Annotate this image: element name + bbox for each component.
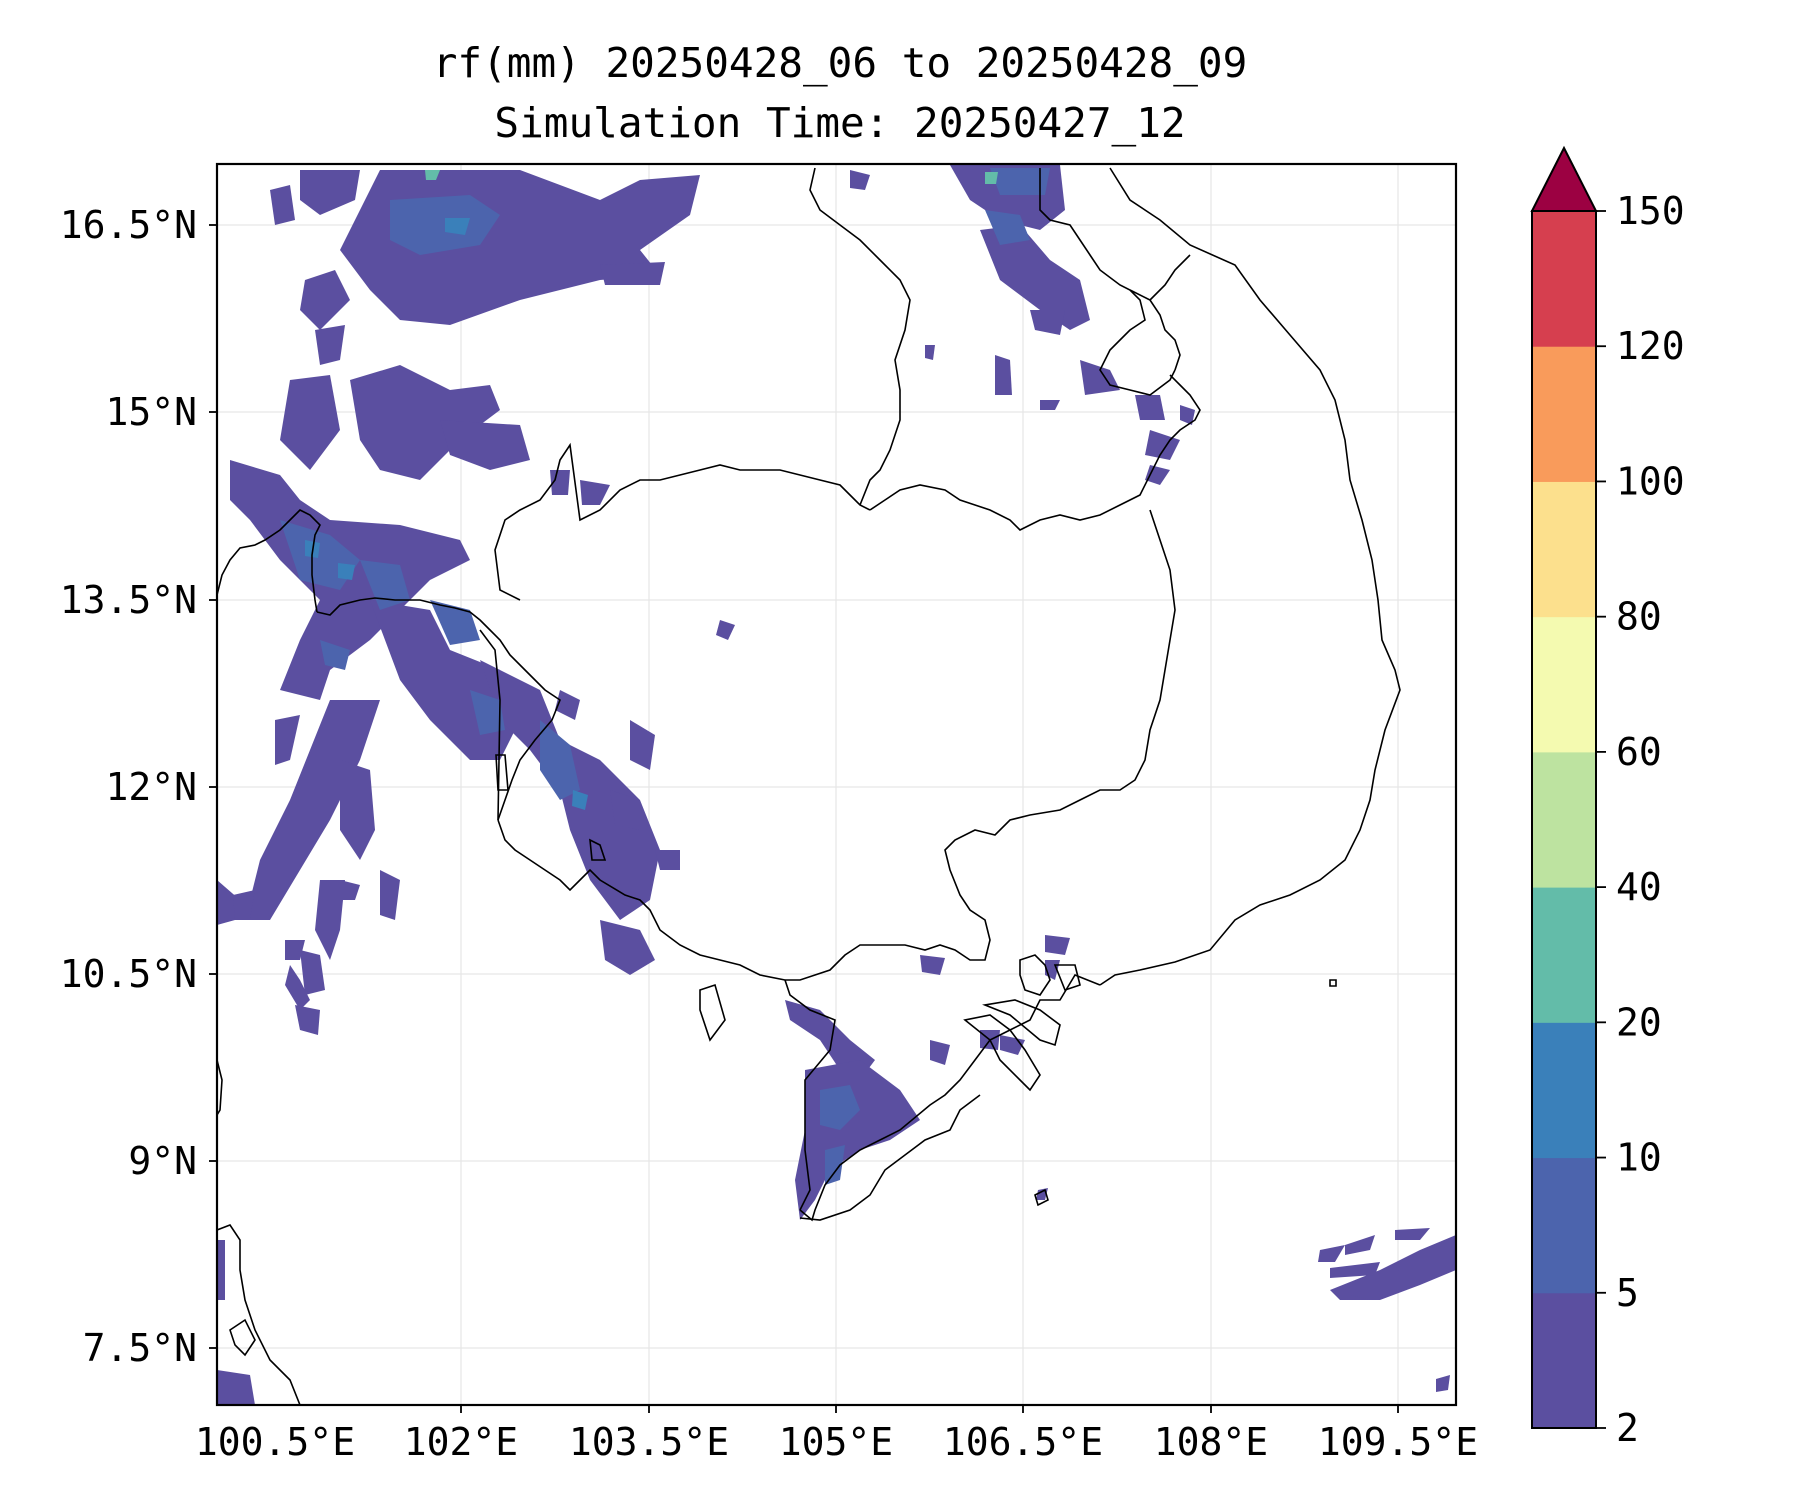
axis-ticks	[209, 224, 1399, 1413]
colorbar-bin	[1532, 211, 1596, 347]
colorbar: 2 5 10 20 40 60 80 100 120 150	[1530, 145, 1685, 1450]
colorbar-bin	[1532, 1157, 1596, 1294]
colorbar-bin	[1532, 616, 1596, 753]
lat-tick-label: 10.5°N	[60, 952, 197, 996]
colorbar-bin	[1532, 1022, 1596, 1159]
lon-tick-label: 105°E	[779, 1420, 893, 1464]
longitude-labels: 100.5°E 102°E 103.5°E 105°E 106.5°E 108°…	[195, 1420, 1478, 1464]
latitude-labels: 16.5°N 15°N 13.5°N 12°N 10.5°N 9°N 7.5°N	[60, 203, 197, 1370]
colorbar-bin	[1532, 346, 1596, 482]
lat-tick-label: 7.5°N	[83, 1326, 197, 1370]
lat-tick-label: 9°N	[128, 1139, 197, 1183]
colorbar-bin	[1532, 481, 1596, 618]
gridlines	[217, 164, 1456, 1405]
lon-tick-label: 103.5°E	[569, 1420, 729, 1464]
lat-tick-label: 15°N	[105, 390, 197, 434]
colorbar-bin	[1532, 1292, 1596, 1429]
colorbar-extend-arrow	[1530, 145, 1598, 212]
colorbar-bin	[1532, 751, 1596, 888]
colorbar-tick-label: 100	[1616, 459, 1685, 503]
colorbar-bin	[1532, 887, 1596, 1023]
map-subtitle: Simulation Time: 20250427_12	[494, 99, 1186, 147]
colorbar-outline	[1531, 210, 1597, 1429]
lon-tick-label: 102°E	[404, 1420, 518, 1464]
colorbar-tick-label: 5	[1616, 1271, 1639, 1315]
colorbar-tick-label: 120	[1616, 324, 1685, 368]
colorbar-tick-label: 20	[1616, 1000, 1662, 1044]
lat-tick-label: 12°N	[105, 765, 197, 809]
colorbar-tick-label: 40	[1616, 865, 1662, 909]
lon-tick-label: 109.5°E	[1318, 1420, 1478, 1464]
map-title: rf(mm) 20250428_06 to 20250428_09	[432, 39, 1248, 87]
colorbar-tick-label: 60	[1616, 730, 1662, 774]
lon-tick-label: 108°E	[1154, 1420, 1268, 1464]
lon-tick-label: 100.5°E	[195, 1420, 355, 1464]
colorbar-tick-label: 10	[1616, 1136, 1662, 1180]
lat-tick-label: 16.5°N	[60, 203, 197, 247]
coastlines-borders	[217, 167, 1401, 1405]
colorbar-tick-label: 150	[1616, 189, 1685, 233]
lat-tick-label: 13.5°N	[60, 578, 197, 622]
colorbar-tick-label: 80	[1616, 595, 1662, 639]
lon-tick-label: 106.5°E	[943, 1420, 1103, 1464]
colorbar-tick-label: 2	[1616, 1406, 1639, 1450]
